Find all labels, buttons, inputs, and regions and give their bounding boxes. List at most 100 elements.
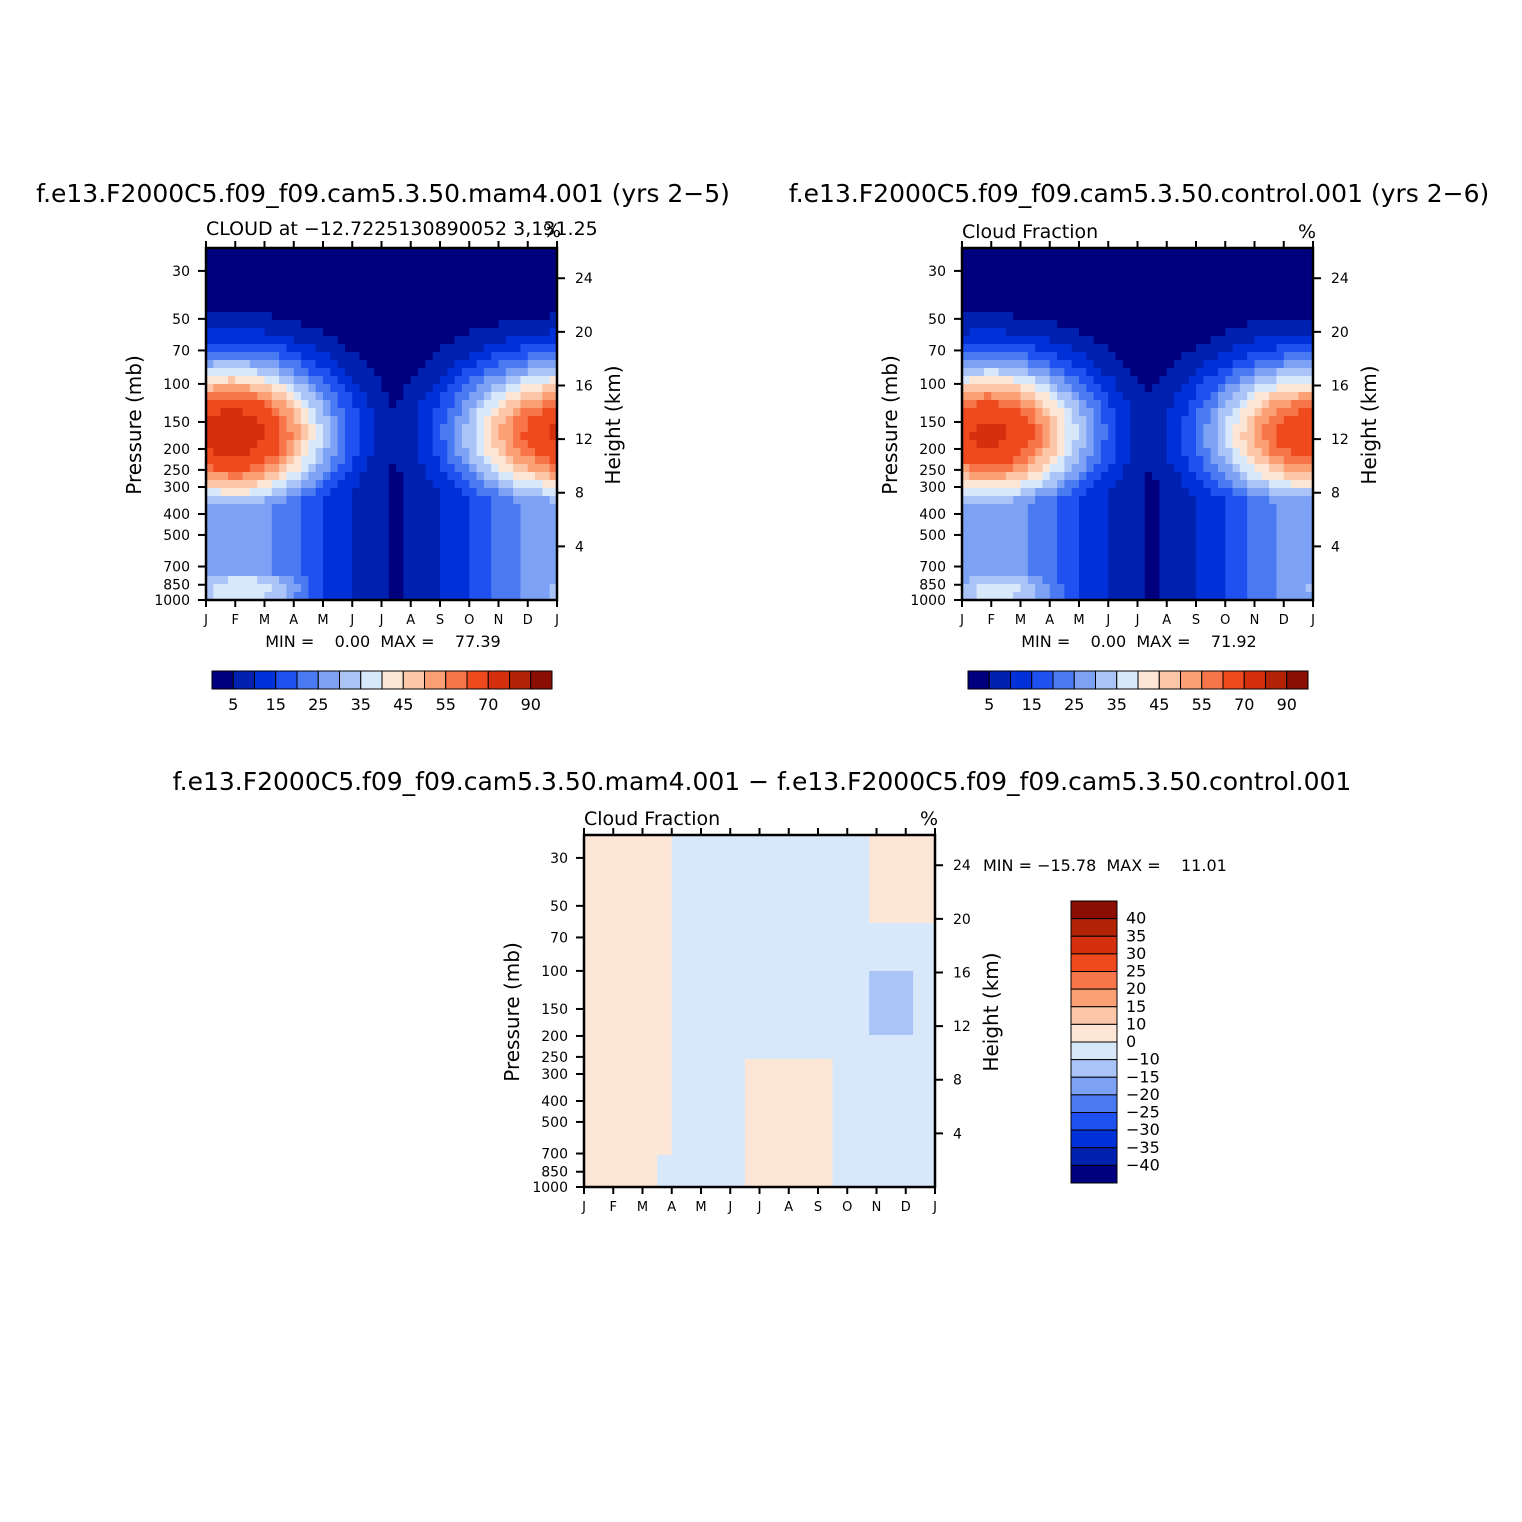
contour-cell [1064, 584, 1073, 593]
contour-cell [206, 456, 214, 465]
contour-cell [330, 504, 339, 513]
contour-cell [1232, 296, 1241, 305]
contour-cell [352, 296, 361, 305]
contour-cell [1020, 368, 1029, 377]
contour-cell [1217, 288, 1226, 297]
contour-cell [1181, 448, 1190, 457]
contour-cell [440, 448, 448, 457]
contour-cell [1254, 312, 1263, 321]
contour-cell [1122, 424, 1131, 433]
contour-cell [476, 360, 485, 369]
contour-cell [657, 867, 666, 876]
contour-cell [242, 592, 251, 601]
contour-cell [461, 392, 470, 401]
contour-cell [1005, 432, 1014, 441]
contour-cell [505, 552, 514, 561]
contour-cell [1210, 368, 1219, 377]
contour-cell [381, 360, 390, 369]
contour-cell [381, 256, 390, 265]
contour-cell [257, 360, 266, 369]
contour-cell [1100, 488, 1109, 497]
contour-cell [505, 448, 514, 457]
contour-cell [549, 352, 558, 361]
contour-cell [1057, 480, 1065, 489]
contour-cell [403, 408, 412, 417]
contour-cell [352, 480, 361, 489]
contour-cell [279, 344, 288, 353]
contour-cell [505, 296, 514, 305]
contour-cell [671, 891, 680, 900]
contour-cell [491, 264, 500, 273]
contour-cell [513, 576, 522, 585]
contour-cell [1035, 512, 1044, 521]
contour-cell [1108, 296, 1117, 305]
contour-cell [235, 400, 244, 409]
contour-cell [513, 312, 522, 321]
contour-cell [1093, 312, 1102, 321]
contour-cell [1283, 304, 1292, 313]
contour-cell [1064, 248, 1073, 257]
contour-cell [1144, 520, 1153, 529]
contour-cell [242, 320, 251, 329]
contour-cell [330, 264, 339, 273]
contour-cell [1079, 544, 1087, 553]
contour-cell [527, 472, 536, 481]
contour-cell [1108, 552, 1117, 561]
contour-cell [1232, 408, 1241, 417]
contour-cell [286, 520, 295, 529]
contour-cell [657, 1091, 666, 1100]
contour-cell [1035, 328, 1044, 337]
contour-cell [1305, 456, 1314, 465]
contour-cell [584, 867, 592, 876]
contour-cell [527, 560, 536, 569]
contour-cell [1020, 352, 1029, 361]
contour-cell [1159, 496, 1168, 505]
contour-cell [1093, 416, 1102, 425]
contour-cell [998, 408, 1007, 417]
contour-cell [642, 1003, 651, 1012]
contour-cell [1027, 264, 1036, 273]
contour-cell [1042, 352, 1051, 361]
contour-cell [998, 312, 1007, 321]
contour-cell [1203, 432, 1212, 441]
colorbar-box [381, 670, 404, 690]
contour-cell [1196, 344, 1204, 353]
contour-cell [359, 400, 368, 409]
contour-cell [461, 544, 470, 553]
contour-cell [220, 592, 229, 601]
y-tick-label: 500 [163, 528, 190, 544]
contour-cell [649, 899, 658, 908]
contour-cell [1079, 496, 1087, 505]
contour-cell [520, 304, 529, 313]
contour-cell [249, 288, 258, 297]
contour-cell [1283, 264, 1292, 273]
contour-cell [227, 472, 236, 481]
contour-cell [591, 1115, 600, 1124]
contour-cell [301, 496, 309, 505]
contour-cell [991, 504, 1000, 513]
contour-cell [410, 512, 419, 521]
contour-cell [657, 1155, 666, 1164]
contour-cell [1305, 448, 1314, 457]
contour-cell [286, 248, 295, 257]
contour-cell [330, 496, 339, 505]
contour-cell [381, 280, 390, 289]
contour-cell [374, 264, 383, 273]
contour-cell [513, 440, 522, 449]
contour-cell [1042, 344, 1051, 353]
contour-cell [249, 464, 258, 473]
contour-cell [1291, 592, 1299, 601]
contour-cell [1057, 328, 1065, 337]
contour-cell [476, 464, 485, 473]
contour-cell [220, 480, 229, 489]
contour-cell [598, 891, 607, 900]
contour-cell [483, 544, 492, 553]
contour-cell [605, 1139, 614, 1148]
contour-cell [447, 464, 456, 473]
contour-cell [991, 320, 1000, 329]
contour-cell [388, 464, 397, 473]
contour-cell [235, 488, 244, 497]
contour-cell [1035, 400, 1044, 409]
contour-cell [1159, 592, 1168, 601]
contour-cell [1283, 408, 1292, 417]
